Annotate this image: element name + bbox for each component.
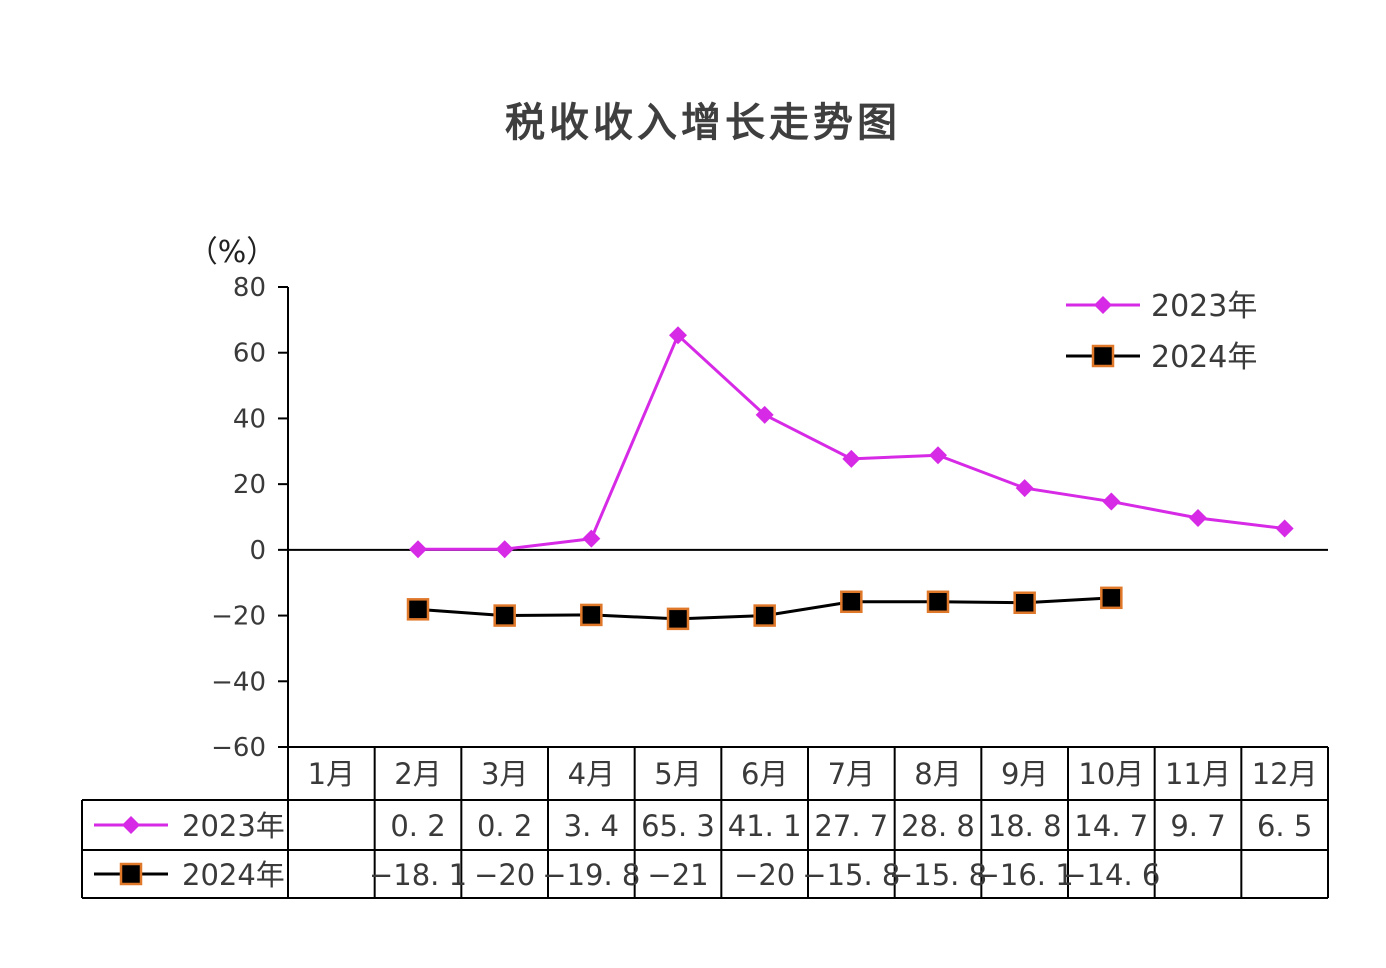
y-axis-unit: （%） (188, 235, 277, 270)
data-label: 6. 5 (1257, 809, 1312, 843)
x-tick-label: 12月 (1252, 757, 1318, 791)
y-tick-label: 0 (249, 536, 266, 566)
data-point (842, 449, 861, 468)
y-tick-label: 60 (233, 339, 266, 369)
y-tick-label: 80 (233, 273, 266, 303)
x-tick-label: 1月 (308, 757, 355, 791)
data-label: −15. 8 (802, 858, 900, 892)
y-tick-label: 20 (233, 470, 266, 500)
data-label: −14. 6 (1062, 858, 1160, 892)
data-point (666, 607, 690, 631)
data-label: 14. 7 (1074, 809, 1148, 843)
data-label: −20 (474, 858, 535, 892)
x-tick-label: 3月 (481, 757, 528, 791)
x-tick-label: 11月 (1165, 757, 1231, 791)
plot-area: 80 60 40 20 0 −20 −40 −60 (211, 273, 1328, 763)
legend-label: 2024年 (1151, 340, 1257, 375)
y-tick-label: −40 (211, 667, 266, 697)
data-point (669, 326, 687, 345)
table-series-name: 2024年 (182, 858, 285, 892)
data-label: 9. 7 (1170, 809, 1225, 843)
data-point (926, 590, 950, 614)
table-legend-marker (119, 862, 143, 886)
data-point (929, 446, 947, 465)
data-point (1100, 586, 1123, 610)
x-tick-label: 10月 (1078, 757, 1144, 791)
data-label: 27. 7 (814, 809, 888, 843)
y-tick-label: −20 (211, 602, 266, 632)
data-label: −21 (647, 858, 708, 892)
x-tick-label: 2月 (394, 757, 441, 791)
data-point (840, 590, 863, 614)
data-label: 41. 1 (728, 809, 802, 843)
table-series-name: 2023年 (182, 809, 285, 843)
table-legend-marker (122, 816, 140, 834)
data-label: 18. 8 (988, 809, 1062, 843)
legend-marker (1094, 296, 1112, 314)
data-label: −20 (734, 858, 795, 892)
data-label: 28. 8 (901, 809, 975, 843)
x-tick-label: 8月 (914, 757, 961, 791)
legend: 2023年 2024年 (1066, 289, 1257, 375)
data-label: −19. 8 (542, 858, 640, 892)
x-tick-label: 7月 (828, 757, 875, 791)
chart-title: 税收收入增长走势图 (505, 100, 901, 146)
data-point (755, 405, 774, 424)
legend-label: 2023年 (1151, 289, 1257, 324)
data-point (1189, 508, 1207, 527)
data-point (1102, 492, 1121, 511)
y-tick-label: 40 (233, 404, 266, 434)
x-tick-label: 4月 (568, 757, 615, 791)
data-label: −18. 1 (369, 858, 467, 892)
data-point (580, 603, 603, 627)
data-label: 3. 4 (564, 809, 619, 843)
data-label: 0. 2 (477, 809, 532, 843)
data-point (409, 540, 427, 559)
x-tick-label: 5月 (654, 757, 701, 791)
data-point (406, 598, 430, 621)
data-point (582, 529, 601, 548)
x-tick-label: 6月 (741, 757, 788, 791)
data-point (1013, 591, 1036, 615)
data-label: 65. 3 (641, 809, 715, 843)
data-point (1275, 519, 1294, 538)
data-point (753, 604, 776, 627)
data-point (493, 604, 516, 627)
x-tick-label: 9月 (1001, 757, 1048, 791)
data-point (495, 540, 514, 559)
legend-marker (1091, 344, 1115, 368)
data-label: 0. 2 (390, 809, 445, 843)
y-tick-label: −60 (211, 733, 266, 763)
data-label: −15. 8 (889, 858, 987, 892)
data-point (1015, 479, 1034, 498)
data-table: 1月 2月 3月 4月 5月 6月 7月 8月 9月 10月 11月 12月 2023年 0. 2 0. 2… (81, 746, 1329, 899)
data-label: −16. 1 (976, 858, 1074, 892)
